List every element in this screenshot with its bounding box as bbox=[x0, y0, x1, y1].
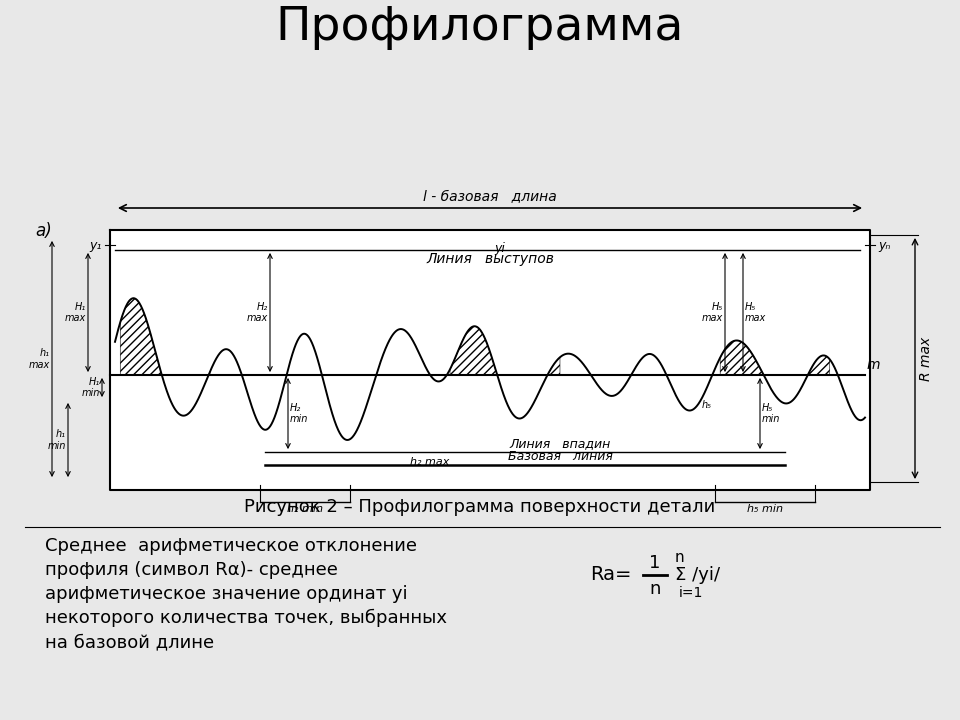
Text: h₁
max: h₁ max bbox=[29, 348, 50, 370]
Text: n: n bbox=[675, 549, 684, 564]
Bar bbox=[110, 230, 870, 490]
Text: 1: 1 bbox=[649, 554, 660, 572]
Text: h₁
min: h₁ min bbox=[48, 429, 66, 451]
Text: h₅ min: h₅ min bbox=[747, 504, 783, 514]
Text: Среднее  арифметическое отклонение: Среднее арифметическое отклонение bbox=[45, 537, 417, 555]
Text: y₁: y₁ bbox=[89, 238, 102, 251]
Text: H₅
max: H₅ max bbox=[745, 302, 766, 323]
Text: R max: R max bbox=[919, 336, 933, 381]
Text: профиля (символ Rα)- среднее: профиля (символ Rα)- среднее bbox=[45, 561, 338, 579]
Text: h₅: h₅ bbox=[702, 400, 712, 410]
Text: на базовой длине: на базовой длине bbox=[45, 633, 214, 651]
Text: H₁
max: H₁ max bbox=[64, 302, 86, 323]
Text: m: m bbox=[867, 358, 880, 372]
Text: h₂ min: h₂ min bbox=[287, 504, 323, 514]
Text: yₙ: yₙ bbox=[878, 238, 890, 251]
Text: Базовая   линия: Базовая линия bbox=[508, 450, 612, 463]
Text: yi: yi bbox=[494, 242, 505, 255]
Text: n: n bbox=[649, 580, 660, 598]
Text: Линия   впадин: Линия впадин bbox=[510, 437, 611, 450]
Text: H₁
min: H₁ min bbox=[82, 377, 100, 398]
Text: H₂
min: H₂ min bbox=[290, 402, 308, 424]
Text: а): а) bbox=[35, 222, 52, 240]
Text: h₂ max: h₂ max bbox=[410, 457, 449, 467]
Text: l - базовая   длина: l - базовая длина bbox=[423, 190, 557, 204]
Text: H₅
max: H₅ max bbox=[702, 302, 723, 323]
Text: H₅
min: H₅ min bbox=[762, 402, 780, 424]
Text: Профилограмма: Профилограмма bbox=[276, 6, 684, 50]
Text: Рисунок 2 – Профилограмма поверхности детали: Рисунок 2 – Профилограмма поверхности де… bbox=[245, 498, 715, 516]
Text: H₂
max: H₂ max bbox=[247, 302, 268, 323]
Text: арифметическое значение ординат yi: арифметическое значение ординат yi bbox=[45, 585, 408, 603]
Text: i=1: i=1 bbox=[679, 586, 704, 600]
Text: некоторого количества точек, выбранных: некоторого количества точек, выбранных bbox=[45, 609, 447, 627]
Text: Линия   выступов: Линия выступов bbox=[426, 252, 554, 266]
Text: Σ /yi/: Σ /yi/ bbox=[675, 566, 720, 584]
Text: Ra=: Ra= bbox=[590, 565, 632, 585]
